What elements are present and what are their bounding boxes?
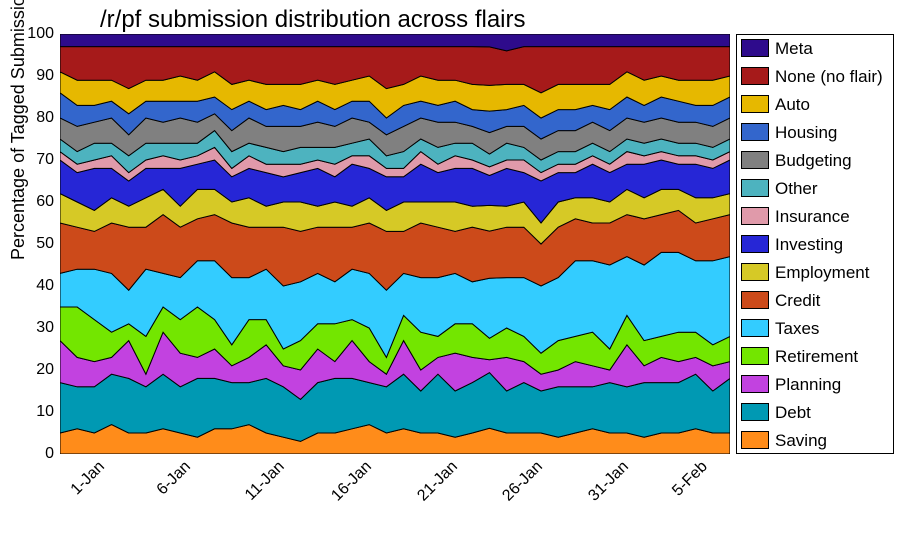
x-tick-label: 21-Jan — [414, 458, 461, 505]
x-tick-label: 1-Jan — [68, 458, 109, 499]
x-tick-label: 31-Jan — [586, 458, 633, 505]
legend-label: Insurance — [775, 208, 850, 225]
y-tick-label: 20 — [22, 361, 54, 379]
legend-item: Debt — [741, 403, 889, 421]
legend-item: Auto — [741, 95, 889, 113]
y-tick-label: 60 — [22, 193, 54, 211]
legend-item: Saving — [741, 431, 889, 449]
x-tick-label: 5-Feb — [670, 458, 712, 500]
legend-swatch — [741, 431, 769, 449]
legend-item: None (no flair) — [741, 67, 889, 85]
legend-swatch — [741, 403, 769, 421]
legend-label: Credit — [775, 292, 820, 309]
legend-swatch — [741, 347, 769, 365]
y-tick-label: 30 — [22, 319, 54, 337]
x-tick-label: 16-Jan — [328, 458, 375, 505]
legend-swatch — [741, 235, 769, 253]
x-tick-label: 6-Jan — [154, 458, 195, 499]
legend-label: Budgeting — [775, 152, 852, 169]
legend-item: Retirement — [741, 347, 889, 365]
legend-label: Investing — [775, 236, 843, 253]
legend-item: Other — [741, 179, 889, 197]
legend-item: Investing — [741, 235, 889, 253]
legend-item: Insurance — [741, 207, 889, 225]
legend-label: Saving — [775, 432, 827, 449]
legend-swatch — [741, 151, 769, 169]
legend-swatch — [741, 375, 769, 393]
y-tick-label: 90 — [22, 67, 54, 85]
legend: Meta None (no flair) Auto Housing Budgeting O… — [736, 34, 894, 454]
legend-label: Debt — [775, 404, 811, 421]
legend-label: Meta — [775, 40, 813, 57]
legend-item: Meta — [741, 39, 889, 57]
legend-label: Taxes — [775, 320, 819, 337]
legend-item: Taxes — [741, 319, 889, 337]
legend-swatch — [741, 39, 769, 57]
legend-item: Housing — [741, 123, 889, 141]
plot-area: 0102030405060708090100 1-Jan6-Jan11-Jan1… — [60, 34, 730, 454]
y-tick-label: 50 — [22, 235, 54, 253]
legend-swatch — [741, 67, 769, 85]
y-tick-label: 70 — [22, 151, 54, 169]
legend-swatch — [741, 319, 769, 337]
legend-item: Planning — [741, 375, 889, 393]
stacked-area-chart: /r/pf submission distribution across fla… — [0, 0, 900, 540]
legend-label: Planning — [775, 376, 841, 393]
chart-title: /r/pf submission distribution across fla… — [100, 6, 525, 34]
legend-label: None (no flair) — [775, 68, 883, 85]
legend-item: Credit — [741, 291, 889, 309]
y-tick-label: 100 — [22, 25, 54, 43]
legend-swatch — [741, 95, 769, 113]
y-tick-label: 10 — [22, 403, 54, 421]
y-tick-label: 80 — [22, 109, 54, 127]
legend-item: Budgeting — [741, 151, 889, 169]
x-tick-label: 26-Jan — [500, 458, 547, 505]
x-tick-label: 11-Jan — [242, 458, 288, 504]
legend-item: Employment — [741, 263, 889, 281]
legend-swatch — [741, 291, 769, 309]
y-tick-label: 40 — [22, 277, 54, 295]
legend-swatch — [741, 207, 769, 225]
y-tick-label: 0 — [22, 445, 54, 463]
legend-swatch — [741, 123, 769, 141]
legend-label: Other — [775, 180, 818, 197]
legend-label: Auto — [775, 96, 810, 113]
legend-label: Employment — [775, 264, 869, 281]
legend-swatch — [741, 179, 769, 197]
legend-label: Retirement — [775, 348, 858, 365]
legend-label: Housing — [775, 124, 837, 141]
legend-swatch — [741, 263, 769, 281]
